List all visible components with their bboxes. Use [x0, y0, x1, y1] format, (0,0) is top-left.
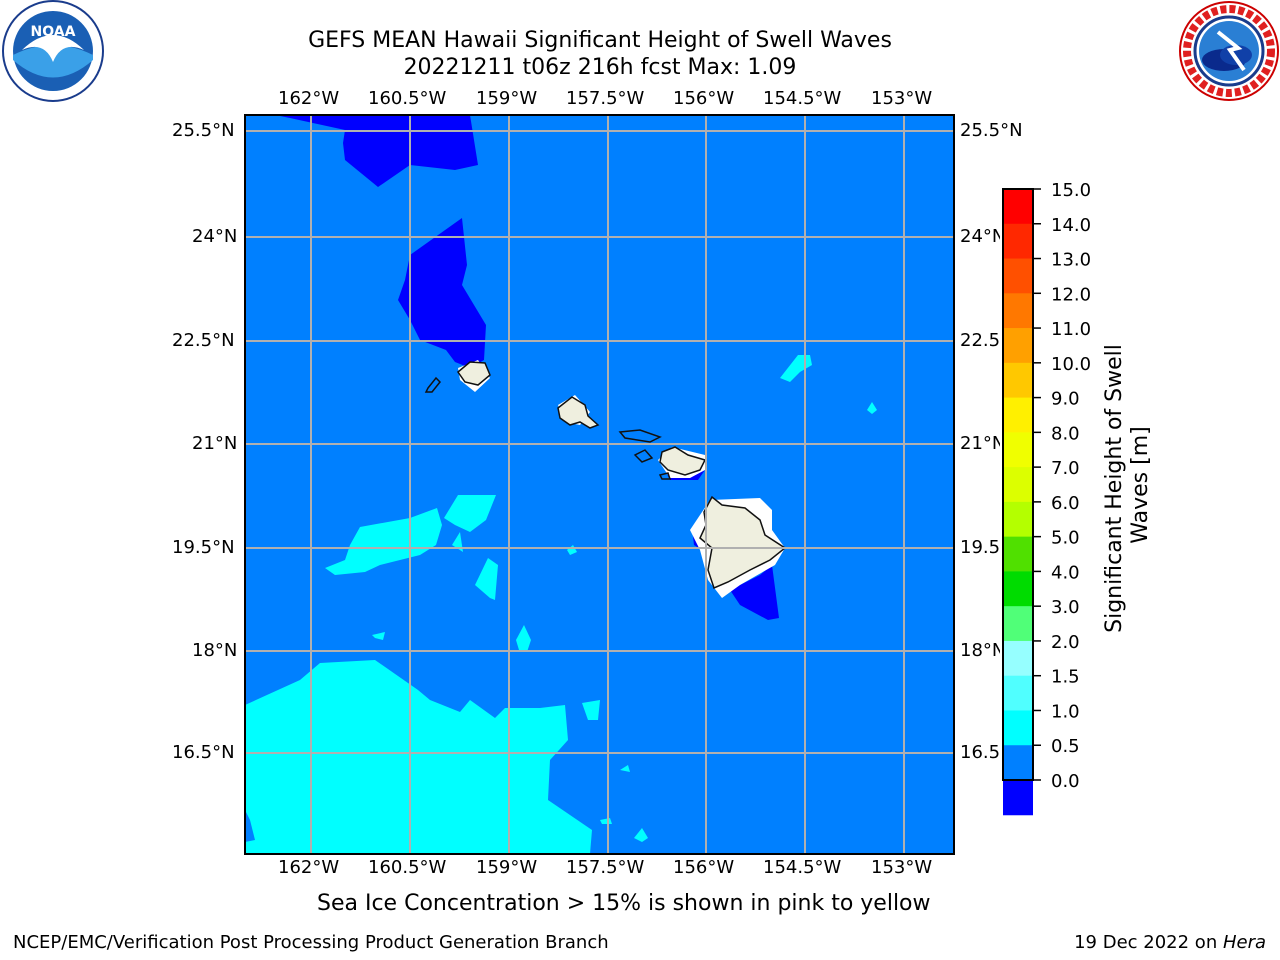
lat-label-left: 24°N	[192, 226, 238, 247]
sea-ice-note: Sea Ice Concentration > 15% is shown in …	[317, 891, 931, 916]
islands	[424, 361, 787, 590]
grid-lines	[245, 115, 954, 854]
lon-label-top: 159°W	[476, 88, 538, 109]
footer-right: 19 Dec 2022 on Hera	[1074, 932, 1266, 953]
lat-label-right: 19.5	[960, 537, 1001, 558]
lon-label-bottom: 153°W	[871, 857, 933, 878]
oahu	[557, 396, 600, 429]
lat-label-left: 22.5°N	[172, 330, 235, 351]
molokai	[618, 429, 662, 443]
title-line-2: 20221211 t06z 216h fcst Max: 1.09	[403, 55, 797, 80]
lon-label-bottom: 154.5°W	[763, 857, 842, 878]
lat-label-left: 16.5°N	[172, 742, 235, 763]
lat-label-left: 25.5°N	[172, 120, 235, 141]
map-frame	[244, 114, 955, 855]
lat-label-right: 18°N	[960, 640, 1006, 661]
lat-label-left: 19.5°N	[172, 537, 235, 558]
niihau	[424, 376, 442, 393]
lon-label-bottom: 157.5°W	[566, 857, 645, 878]
lat-label-right: 22.5	[960, 330, 1001, 351]
title-line-1: GEFS MEAN Hawaii Significant Height of S…	[308, 28, 892, 53]
footer-left: NCEP/EMC/Verification Post Processing Pr…	[13, 932, 609, 953]
lanai	[633, 449, 654, 463]
nws-logo-icon	[1179, 1, 1279, 101]
lat-label-right: 21°N	[960, 433, 1006, 454]
lat-label-right: 25.5°N	[960, 120, 1023, 141]
lon-label-top: 154.5°W	[763, 88, 842, 109]
lon-label-top: 160.5°W	[368, 88, 447, 109]
lat-label-left: 21°N	[192, 433, 238, 454]
lat-label-right: 24°N	[960, 226, 1006, 247]
footer-date: 19 Dec 2022 on	[1074, 932, 1223, 953]
kahoolawe	[658, 472, 672, 480]
maui	[659, 446, 707, 476]
lon-label-bottom: 156°W	[673, 857, 735, 878]
footer-host: Hera	[1222, 932, 1266, 953]
kauai	[456, 361, 491, 386]
lon-label-top: 156°W	[673, 88, 735, 109]
lon-label-top: 157.5°W	[566, 88, 645, 109]
lon-label-bottom: 159°W	[476, 857, 538, 878]
lat-label-left: 18°N	[192, 640, 238, 661]
noaa-logo-icon: NOAA	[2, 0, 104, 102]
lon-label-top: 162°W	[278, 88, 340, 109]
lon-label-bottom: 160.5°W	[368, 857, 447, 878]
lon-label-top: 153°W	[871, 88, 933, 109]
lat-label-right: 16.5	[960, 742, 1001, 763]
lon-label-bottom: 162°W	[278, 857, 340, 878]
svg-text:NOAA: NOAA	[31, 24, 76, 40]
